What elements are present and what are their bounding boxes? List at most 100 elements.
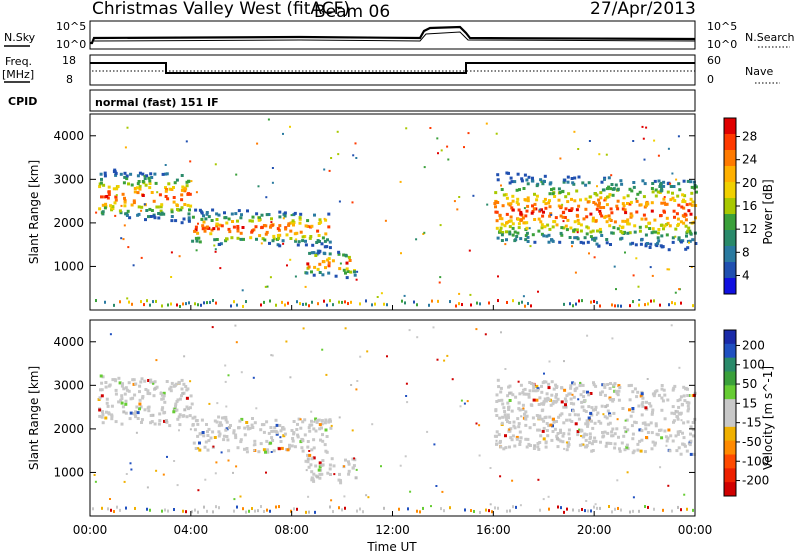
power-scatter-cell [354,142,357,145]
power-echo-cell [653,218,657,222]
velocity-echo-cell [174,382,178,386]
velocity-echo-cell [291,439,295,443]
power-echo-cell [236,236,240,240]
velocity-echo-cell [183,408,187,412]
velocity-echo-cell [499,439,502,443]
velocity-echo-cell [165,420,169,424]
power-echo-cell [170,219,174,223]
power-echo-cell [227,227,231,231]
power-noise-cell [197,303,199,307]
power-scatter-cell [156,191,159,194]
power-echo-cell [272,234,276,238]
velocity-echo-cell [606,409,610,413]
power-echo-cell [215,212,219,216]
power-scatter-cell [323,168,326,171]
power-echo-cell [535,194,539,198]
power-echo-cell [560,233,564,237]
power-echo-cell [548,214,552,218]
power-echo-cell [573,236,577,240]
velocity-echo-cell [672,420,675,424]
power-echo-cell [155,205,159,209]
power-echo-cell [236,227,240,230]
power-echo-cell [168,187,172,191]
noise-left-tick-bottom: 10^0 [56,38,86,51]
power-echo-cell [686,239,690,243]
velocity-echo-cell [240,417,244,421]
power-scatter-cell [235,173,238,176]
power-noise-cell [296,300,298,304]
power-echo-cell [205,225,209,229]
power-echo-cell [694,242,698,245]
velocity-echo-cell [627,384,631,388]
velocity-echo-cell [272,449,276,453]
power-echo-cell [338,267,342,271]
velocity-echo-cell [676,432,680,436]
power-scatter-cell [267,118,270,121]
power-echo-cell [641,179,645,183]
noise-right-label: N.Search [745,31,795,44]
velocity-echo-cell [129,397,133,401]
velocity-echo-cell [591,449,595,452]
velocity-scatter-cell [475,422,478,425]
velocity-echo-cell [306,457,310,461]
velocity-echo-cell [134,415,138,419]
velocity-cbar-segment [724,468,736,483]
velocity-echo-cell [500,421,504,425]
velocity-noise-cell [596,506,598,510]
velocity-echo-cell [569,401,573,405]
power-echo-cell [179,208,183,212]
velocity-echo-cell [146,392,150,395]
power-scatter-cell [615,288,617,291]
velocity-echo-cell [124,402,128,406]
power-echo-cell [642,195,646,199]
velocity-echo-cell [495,400,499,403]
power-scatter-cell [574,271,577,274]
velocity-echo-cell [351,457,355,461]
power-noise-cell [203,301,205,305]
power-echo-cell [582,241,585,245]
power-echo-cell [176,207,179,211]
power-echo-cell [629,200,633,204]
power-echo-cell [181,185,185,189]
power-echo-cell [603,177,606,181]
velocity-echo-cell [149,414,153,417]
power-echo-cell [675,212,679,216]
velocity-echo-cell [314,429,318,433]
power-echo-cell [148,207,152,211]
power-echo-cell [626,231,630,235]
velocity-echo-cell [279,429,283,433]
velocity-echo-cell [513,426,517,430]
velocity-echo-cell [169,385,173,389]
power-echo-cell [608,224,612,228]
velocity-noise-cell [164,508,166,512]
velocity-echo-cell [193,415,197,419]
power-scatter-cell [271,167,274,169]
velocity-echo-cell [318,461,322,465]
velocity-noise-cell [632,509,634,513]
power-scatter-cell [469,293,472,296]
velocity-echo-cell [328,463,332,467]
velocity-echo-cell [178,423,182,427]
velocity-echo-cell [628,408,631,412]
power-scatter-cell [257,185,260,188]
power-echo-cell [558,240,562,244]
power-echo-cell [566,175,570,179]
power-echo-cell [673,215,676,219]
velocity-echo-cell [618,447,621,451]
velocity-echo-cell [610,434,614,438]
velocity-scatter-cell [270,354,273,357]
power-noise-cell [530,304,532,308]
velocity-echo-cell [514,395,518,399]
velocity-noise-cell [314,510,316,514]
power-echo-cell [164,172,168,176]
velocity-scatter-cell [220,451,223,454]
velocity-scatter-cell [130,468,133,471]
velocity-echo-cell [641,400,645,404]
velocity-scatter-cell [330,499,333,502]
power-scatter-cell [219,267,222,270]
power-echo-cell [503,224,507,228]
power-echo-cell [98,207,102,211]
power-echo-cell [531,233,535,237]
power-noise-cell [575,302,577,306]
velocity-echo-cell [324,449,328,453]
